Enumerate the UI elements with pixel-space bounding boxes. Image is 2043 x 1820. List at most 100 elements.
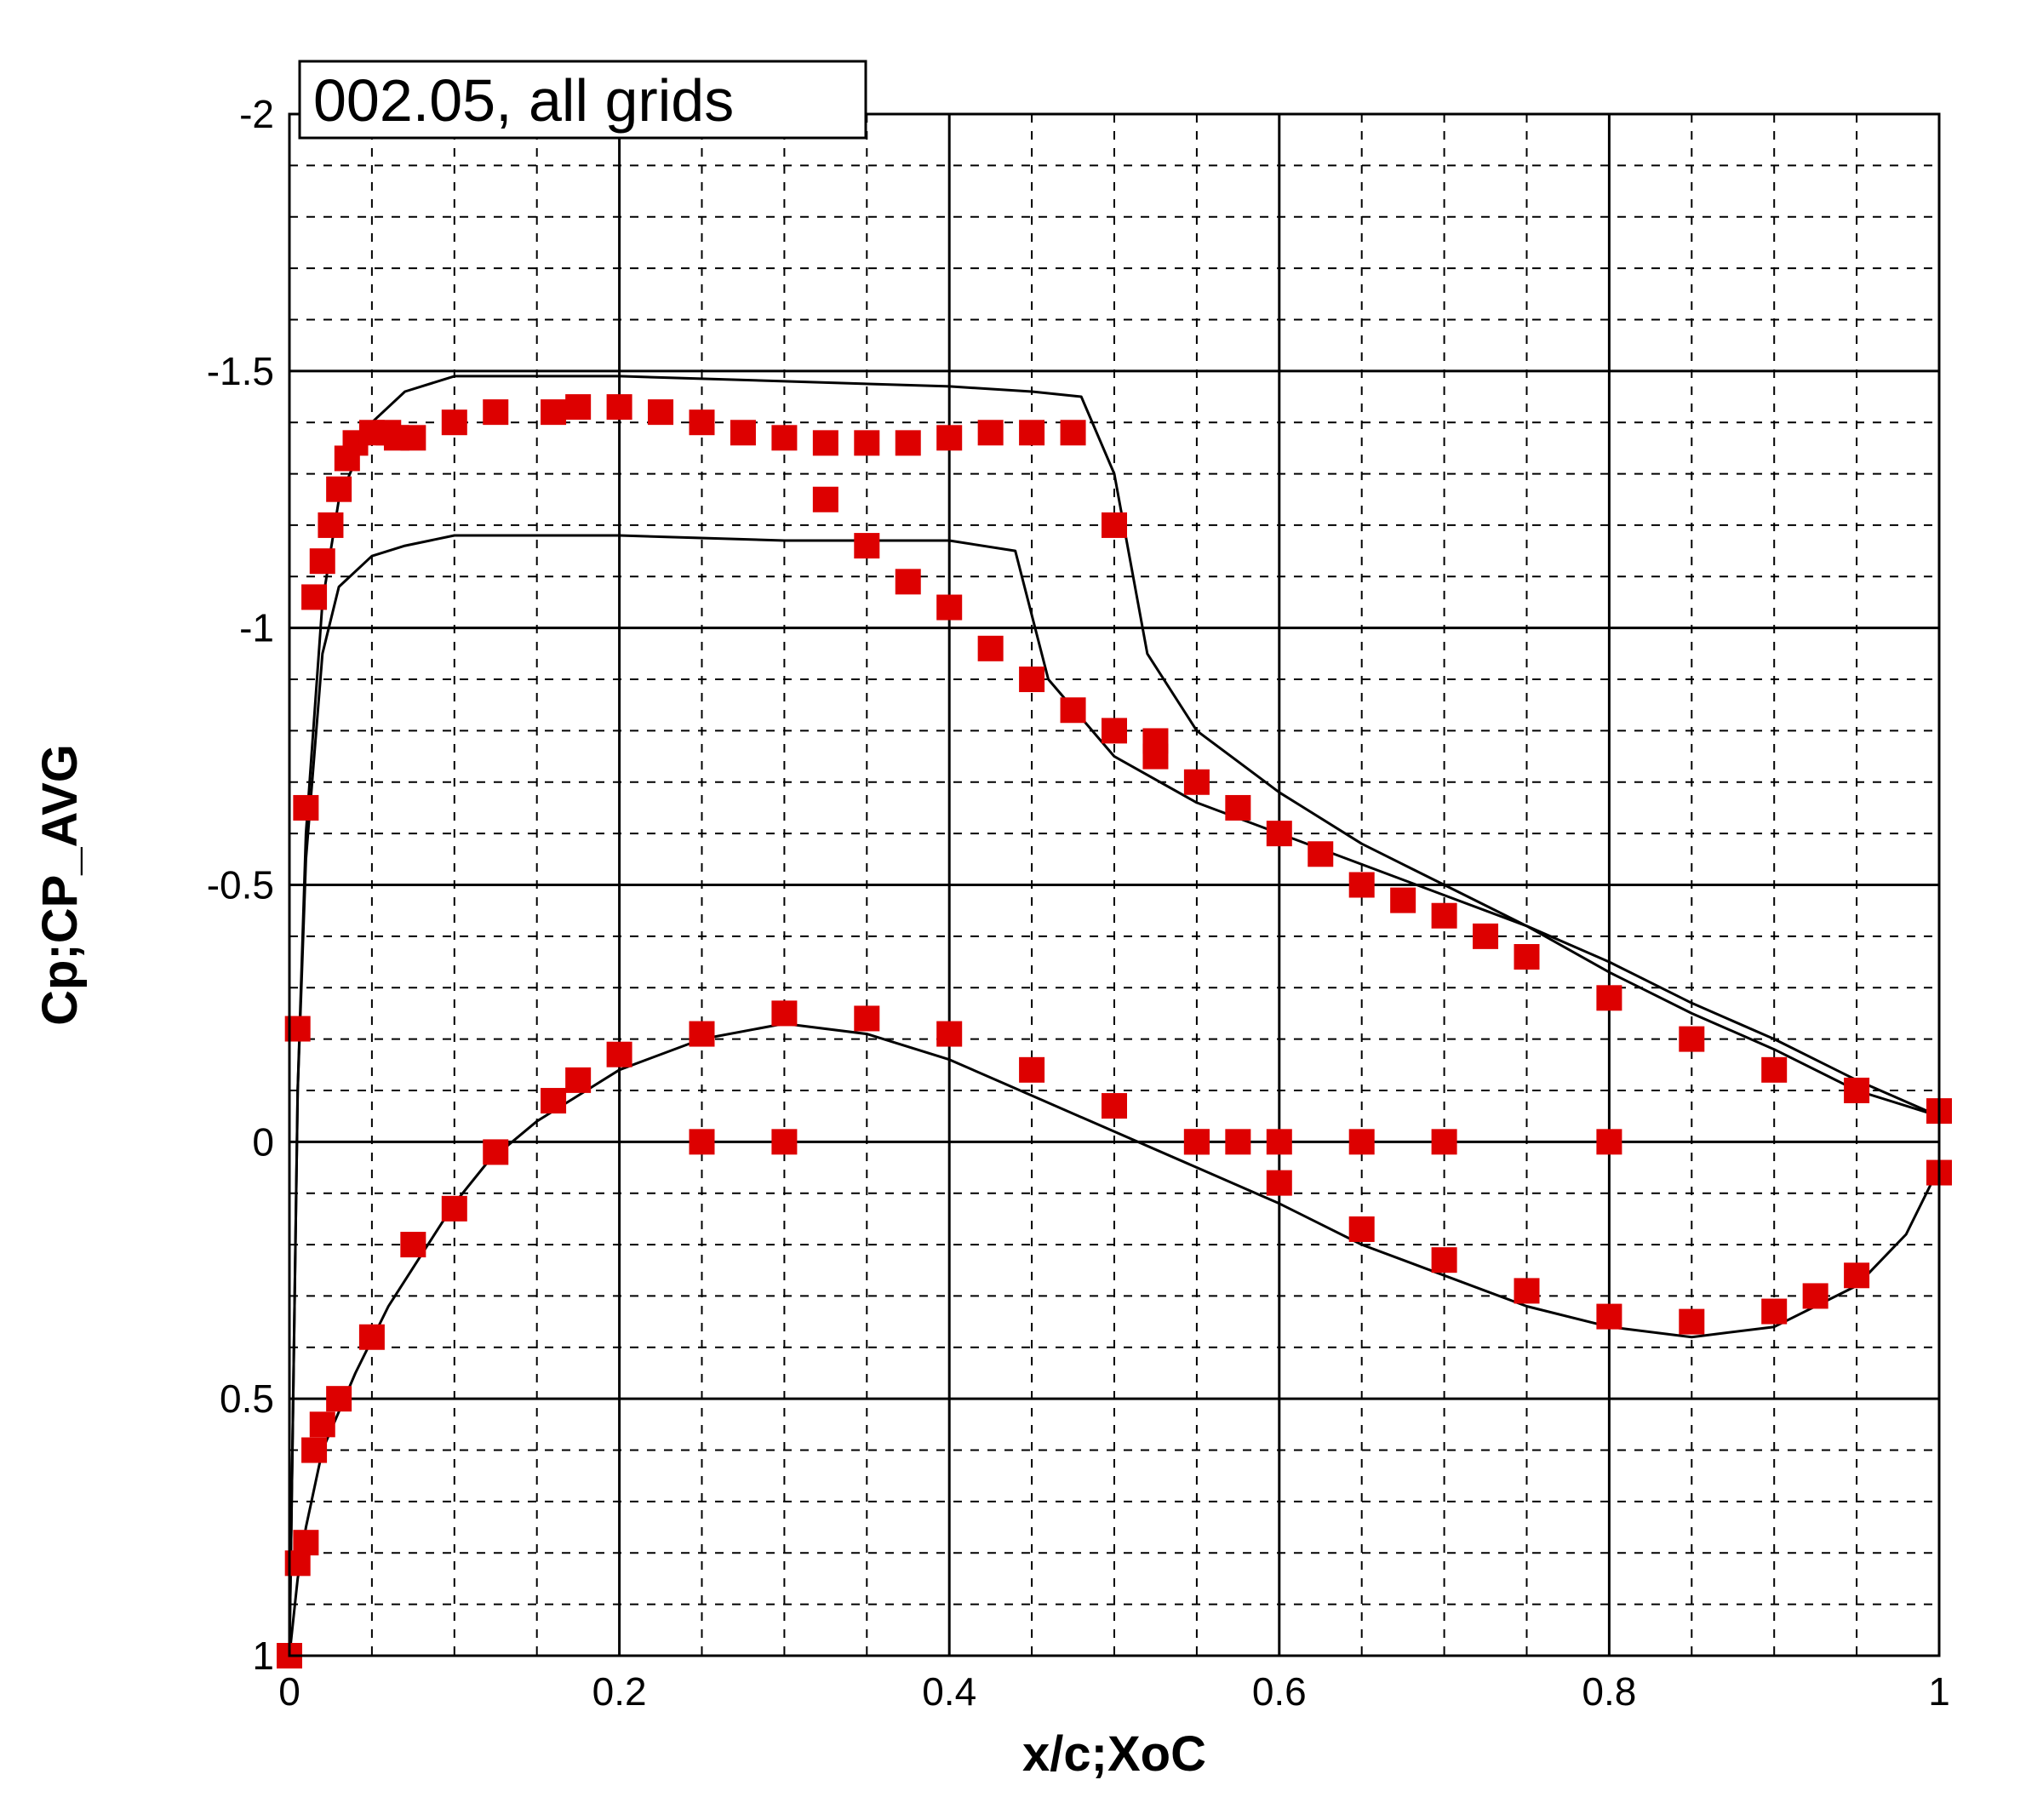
chart-title: 002.05, all grids — [313, 67, 734, 134]
data-marker — [771, 425, 798, 451]
data-marker — [309, 548, 335, 575]
chart-title-box: 002.05, all grids — [298, 60, 867, 140]
data-marker — [441, 409, 467, 436]
data-marker — [1348, 872, 1375, 898]
data-marker — [812, 486, 838, 512]
data-marker — [1761, 1056, 1788, 1083]
data-marker — [1060, 697, 1086, 724]
y-tick-label: -1.5 — [207, 349, 274, 393]
data-marker — [1596, 1129, 1622, 1155]
x-tick-label: 1 — [1928, 1669, 1950, 1714]
data-marker — [301, 1437, 328, 1463]
data-marker — [1266, 1129, 1292, 1155]
experiment-markers — [277, 394, 1952, 1668]
data-marker — [730, 420, 756, 446]
data-marker — [326, 1386, 352, 1412]
data-marker — [541, 1088, 567, 1114]
data-marker — [1225, 794, 1251, 821]
y-axis-title: Cp;CP_AVG — [32, 744, 88, 1026]
data-marker — [854, 533, 880, 559]
y-tick-label: 0 — [252, 1119, 274, 1164]
y-axis-ticks: -2 -1.5 -1 -0.5 0 0.5 1 — [207, 92, 274, 1678]
data-marker — [1473, 923, 1499, 949]
data-marker — [771, 1000, 798, 1027]
data-marker — [648, 399, 674, 426]
data-marker — [977, 635, 1004, 661]
x-axis-ticks: 0 0.2 0.4 0.6 0.8 1 — [278, 1669, 1950, 1714]
data-marker — [1596, 985, 1622, 1011]
x-tick-label: 0.2 — [592, 1669, 647, 1714]
plot-frame — [288, 112, 1941, 1657]
data-marker — [565, 394, 592, 421]
data-marker — [441, 1195, 467, 1222]
data-marker — [1060, 420, 1086, 446]
data-marker — [1102, 1093, 1127, 1119]
y-tick-label: -0.5 — [207, 863, 274, 907]
data-marker — [854, 1005, 880, 1032]
data-marker — [541, 399, 567, 426]
data-marker — [606, 394, 632, 421]
data-marker — [1183, 769, 1210, 795]
data-marker — [1266, 821, 1292, 847]
data-marker — [1390, 887, 1416, 913]
data-marker — [358, 1324, 385, 1350]
data-marker — [1844, 1077, 1870, 1103]
data-marker — [689, 409, 715, 436]
data-marker — [1348, 1129, 1375, 1155]
data-marker — [689, 1021, 715, 1047]
data-marker — [689, 1129, 715, 1155]
data-marker — [1761, 1298, 1788, 1325]
data-marker — [812, 430, 838, 456]
series-line-1 — [288, 534, 1940, 1657]
data-marker — [1514, 1278, 1540, 1304]
data-marker — [1142, 743, 1169, 770]
data-marker — [1431, 1247, 1457, 1273]
data-marker — [606, 1041, 632, 1067]
data-marker — [1348, 1216, 1375, 1242]
x-axis-title: x/c;XoC — [1022, 1726, 1206, 1782]
x-tick-label: 0.8 — [1582, 1669, 1636, 1714]
data-marker — [936, 594, 963, 621]
y-tick-label: 1 — [252, 1634, 274, 1678]
data-marker — [1844, 1262, 1870, 1289]
data-marker — [326, 476, 352, 502]
data-marker — [1514, 944, 1540, 970]
data-marker — [483, 1139, 509, 1165]
y-tick-label: 0.5 — [220, 1376, 274, 1421]
data-marker — [1019, 420, 1045, 446]
data-marker — [1431, 902, 1457, 929]
data-marker — [400, 1232, 426, 1258]
data-marker — [936, 1021, 963, 1047]
x-tick-label: 0.4 — [922, 1669, 976, 1714]
data-marker — [1019, 667, 1045, 693]
data-marker — [293, 1530, 319, 1556]
data-marker — [1225, 1129, 1251, 1155]
data-marker — [854, 430, 880, 456]
data-marker — [1679, 1026, 1705, 1052]
data-marker — [936, 425, 963, 451]
data-marker — [293, 794, 319, 821]
data-marker — [565, 1067, 592, 1093]
y-tick-label: -1 — [239, 606, 274, 650]
y-tick-label: -2 — [239, 92, 274, 136]
data-marker — [1183, 1129, 1210, 1155]
data-marker — [1102, 718, 1127, 744]
x-tick-label: 0 — [278, 1669, 300, 1714]
data-marker — [1596, 1303, 1622, 1330]
data-marker — [483, 399, 509, 426]
data-marker — [1431, 1129, 1457, 1155]
data-marker — [895, 430, 921, 456]
data-marker — [1308, 841, 1334, 867]
data-marker — [1802, 1283, 1828, 1309]
data-marker — [318, 512, 344, 538]
data-marker — [771, 1129, 798, 1155]
data-marker — [1679, 1308, 1705, 1335]
data-marker — [977, 420, 1004, 446]
x-tick-label: 0.6 — [1252, 1669, 1307, 1714]
data-marker — [1019, 1056, 1045, 1083]
major-gridlines — [288, 112, 1941, 1657]
data-marker — [1266, 1170, 1292, 1196]
data-marker — [1102, 512, 1127, 538]
